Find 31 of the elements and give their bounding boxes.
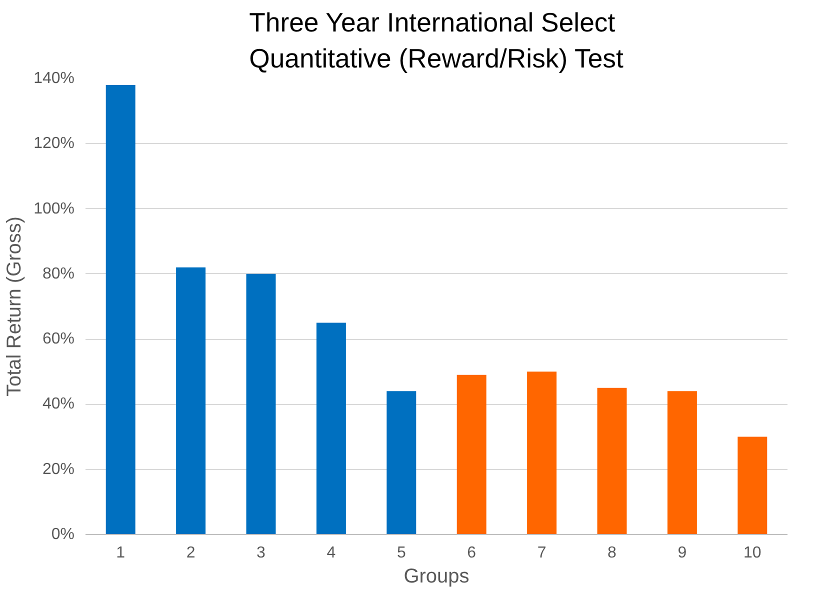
x-tick-label: 2: [186, 544, 196, 562]
y-tick-label: 40%: [42, 396, 75, 413]
x-tick-label: 7: [537, 544, 546, 562]
bar: [667, 391, 697, 534]
bar: [316, 322, 346, 534]
y-tick-label: 20%: [42, 460, 75, 478]
bar: [456, 374, 486, 534]
bar: [246, 274, 276, 534]
bar: [597, 388, 627, 534]
x-axis-title: Groups: [404, 566, 470, 588]
chart-title: Three Year International Select Quantitative (Reward/Risk) Test: [249, 8, 624, 74]
y-tick-label: 60%: [42, 330, 75, 348]
x-tick-label: 8: [608, 544, 617, 562]
y-tick-label: 120%: [34, 135, 74, 152]
bar: [386, 391, 416, 534]
y-tick-label: 0%: [51, 526, 74, 543]
y-tick-label: 140%: [34, 70, 74, 87]
x-tick-label: 6: [467, 544, 476, 562]
bar: [527, 372, 557, 534]
y-axis-title: Total Return (Gross): [4, 216, 26, 397]
x-tick-label: 4: [326, 544, 336, 562]
x-tick-label: 9: [678, 544, 687, 562]
x-tick-label: 3: [256, 544, 266, 562]
x-tick-label: 5: [396, 544, 406, 562]
y-tick-label: 80%: [42, 265, 75, 282]
bar: [176, 267, 206, 534]
x-tick-label: 1: [116, 544, 126, 562]
y-tick-label: 100%: [34, 200, 74, 218]
bar: [106, 85, 136, 534]
bar: [738, 436, 768, 534]
x-tick-label: 10: [744, 544, 762, 562]
